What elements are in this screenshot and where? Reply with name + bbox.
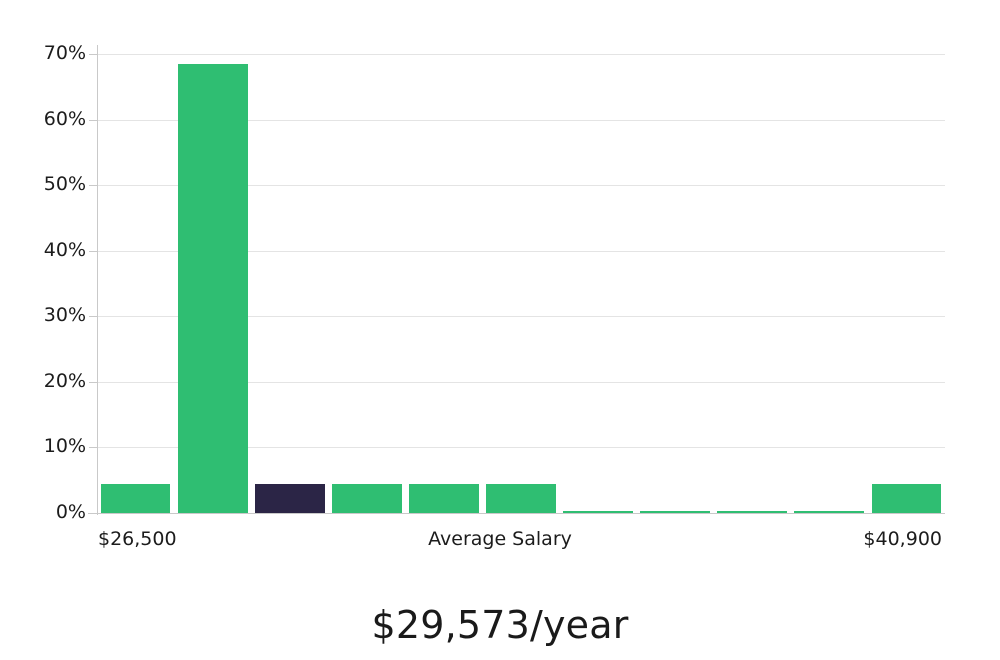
y-axis-tick-label: 50% [43, 173, 86, 196]
bar[interactable] [331, 483, 402, 513]
y-axis-line [97, 45, 98, 515]
bar[interactable] [640, 510, 711, 513]
y-axis-tick-label: 10% [43, 435, 86, 458]
bar[interactable] [100, 483, 171, 513]
gridline [97, 316, 945, 318]
y-axis-tick [89, 54, 97, 55]
x-axis-tick-label-max: $40,900 [863, 528, 942, 550]
y-axis-tick-label: 20% [43, 369, 86, 392]
y-axis-tick [89, 119, 97, 121]
bar[interactable] [871, 483, 942, 513]
y-axis-tick [89, 316, 97, 318]
y-axis-tick-label: 60% [43, 107, 86, 130]
bar[interactable] [409, 483, 479, 513]
y-axis-tick-label: 70% [43, 42, 86, 64]
salary-caption: $29,573/year [371, 603, 629, 647]
y-axis-tick [89, 250, 97, 252]
y-axis-tick-labels: 0% 10% 20% 30% 40% 50% 60% 70% [10, 0, 86, 660]
gridline [97, 447, 945, 449]
y-axis-tick [89, 513, 97, 514]
gridline [97, 250, 945, 252]
gridline [97, 54, 945, 55]
y-axis-tick-label: 40% [43, 238, 86, 261]
x-axis-line [88, 513, 945, 514]
gridline [97, 185, 945, 187]
bar[interactable] [794, 510, 865, 513]
y-axis-tick-label: 30% [43, 304, 86, 327]
y-axis-tick [89, 185, 97, 187]
gridline [97, 119, 945, 121]
bar[interactable] [486, 483, 556, 513]
y-axis-tick [89, 447, 97, 449]
gridline [97, 381, 945, 383]
bar[interactable] [717, 510, 788, 513]
y-axis-tick [89, 381, 97, 383]
x-axis-title: Average Salary [428, 528, 572, 550]
bar[interactable] [177, 63, 248, 513]
bar-highlighted[interactable] [254, 483, 325, 513]
x-axis-tick-label-min: $26,500 [98, 528, 177, 550]
y-axis-tick-label: 0% [55, 501, 86, 523]
bar[interactable] [563, 510, 633, 513]
